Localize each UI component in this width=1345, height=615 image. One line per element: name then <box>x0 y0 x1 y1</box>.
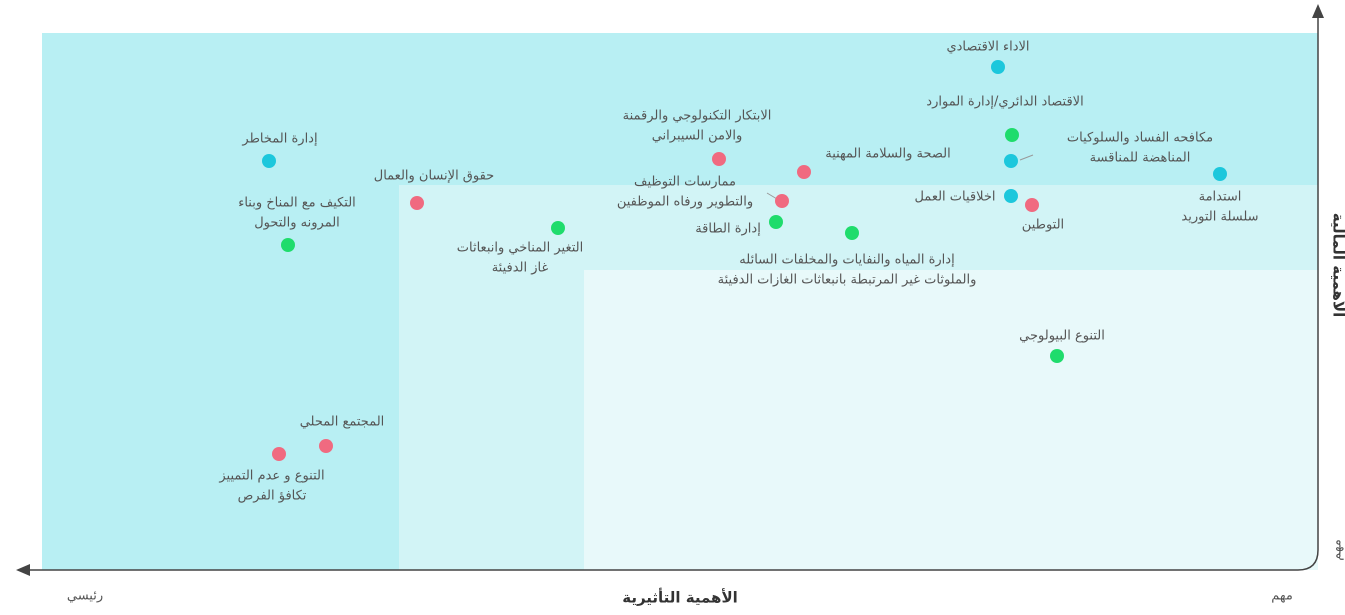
topic-dot <box>281 238 295 252</box>
topic-label: التنوع البيولوجي <box>1019 329 1105 344</box>
topic-label: المجتمع المحلي <box>300 415 385 430</box>
x-low: رئيسي <box>67 589 103 604</box>
topic-dot <box>775 194 789 208</box>
x-high: مهم <box>1271 589 1293 604</box>
topic-label: غاز الدفيئة <box>492 261 549 276</box>
topic-label: الابتكار التكنولوجي والرقمنة <box>623 109 772 124</box>
y-high: مهم <box>1330 539 1345 561</box>
topic-dot <box>769 215 783 229</box>
topic-label: الاقتصاد الدائري/إدارة الموارد <box>926 95 1083 110</box>
zone-inner <box>584 270 1318 570</box>
topic-label: تكافؤ الفرص <box>238 489 307 504</box>
x-axis-label: الأهمية التأثيرية <box>622 588 738 607</box>
topic-label: الاداء الاقتصادي <box>946 40 1029 55</box>
topic-dot <box>551 221 565 235</box>
topic-dot <box>797 165 811 179</box>
topic-label: التكيف مع المناخ وبناء <box>238 196 356 211</box>
topic-label: استدامة <box>1199 190 1242 205</box>
topic-label: الصحة والسلامة المهنية <box>825 147 951 162</box>
topic-label: ممارسات التوظيف <box>634 175 736 190</box>
topic-dot <box>1004 189 1018 203</box>
topic-dot <box>1004 154 1018 168</box>
topic-dot <box>262 154 276 168</box>
topic-label: سلسلة التوريد <box>1181 210 1258 225</box>
topic-dot <box>1213 167 1227 181</box>
topic-label: المناهضة للمناقسة <box>1090 151 1191 166</box>
topic-dot <box>1005 128 1019 142</box>
topic-label: التوطين <box>1022 218 1064 233</box>
topic-label: والتطوير ورفاه الموظفين <box>617 195 753 210</box>
y-axis-label: الأهمية المالية <box>1330 213 1345 318</box>
topic-label: إدارة الطاقة <box>695 222 761 237</box>
topic-label: التنوع و عدم التمييز <box>218 469 324 484</box>
arrow-up <box>1312 4 1324 18</box>
topic-label: والملوثات غير المرتبطة بانبعاثات الغازات… <box>718 273 977 288</box>
topic-dot <box>272 447 286 461</box>
topic-dot <box>991 60 1005 74</box>
topic-label: التغير المناخي وانبعاثات <box>457 241 583 256</box>
topic-label: المرونه والتحول <box>254 216 340 231</box>
topic-label: والامن السيبراني <box>652 129 743 144</box>
topic-dot <box>319 439 333 453</box>
topic-label: إدارة المخاطر <box>241 132 317 147</box>
topic-label: مكافحه الفساد والسلوكيات <box>1067 131 1213 146</box>
topic-label: اخلاقيات العمل <box>914 190 995 205</box>
topic-label: إدارة المياه والنفايات والمخلفات السائله <box>739 253 954 268</box>
topic-dot <box>1025 198 1039 212</box>
topic-dot <box>410 196 424 210</box>
arrow-left <box>16 564 30 576</box>
topic-dot <box>845 226 859 240</box>
topic-dot <box>712 152 726 166</box>
topic-dot <box>1050 349 1064 363</box>
topic-label: حقوق الإنسان والعمال <box>374 169 494 184</box>
